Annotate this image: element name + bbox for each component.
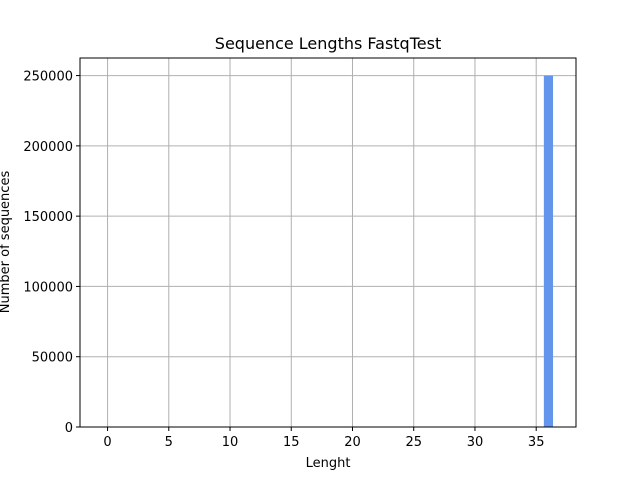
y-tick-label: 0 bbox=[65, 421, 73, 436]
x-axis-ticks: 0 5 10 15 20 25 30 35 bbox=[103, 427, 544, 450]
x-axis-label: Lenght bbox=[306, 456, 351, 471]
y-tick-label: 250000 bbox=[23, 70, 73, 85]
bar bbox=[543, 75, 554, 428]
x-tick-label: 20 bbox=[344, 435, 361, 450]
chart-title: Sequence Lengths FastqTest bbox=[215, 34, 441, 53]
x-tick-label: 35 bbox=[528, 435, 545, 450]
y-axis-label: Number of sequences bbox=[0, 171, 13, 314]
y-axis-ticks: 0 50000 100000 150000 200000 250000 bbox=[23, 70, 80, 436]
y-tick-label: 100000 bbox=[23, 280, 73, 295]
x-tick-label: 25 bbox=[405, 435, 422, 450]
x-tick-label: 15 bbox=[283, 435, 300, 450]
x-tick-label: 10 bbox=[222, 435, 239, 450]
x-tick-label: 30 bbox=[467, 435, 484, 450]
y-tick-label: 200000 bbox=[23, 140, 73, 155]
x-tick-label: 5 bbox=[165, 435, 173, 450]
x-tick-label: 0 bbox=[103, 435, 111, 450]
bars bbox=[543, 75, 554, 428]
plot-frame bbox=[79, 57, 577, 428]
y-tick-label: 150000 bbox=[23, 210, 73, 225]
y-tick-label: 50000 bbox=[32, 351, 73, 366]
